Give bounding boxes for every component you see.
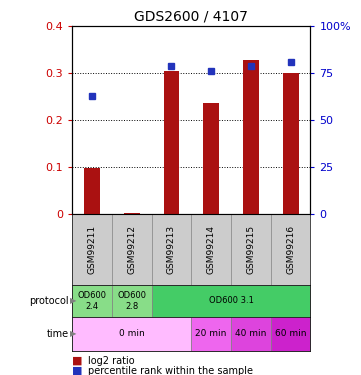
Bar [152, 285, 310, 317]
Text: ▶: ▶ [70, 296, 77, 305]
Bar [84, 168, 100, 214]
Text: GSM99214: GSM99214 [207, 225, 216, 274]
Text: protocol: protocol [29, 296, 69, 306]
Bar [271, 317, 310, 351]
Text: GSM99215: GSM99215 [247, 225, 255, 274]
Text: GSM99212: GSM99212 [127, 225, 136, 274]
Text: GSM99216: GSM99216 [286, 225, 295, 274]
Text: GSM99211: GSM99211 [88, 225, 96, 274]
Text: 60 min: 60 min [275, 329, 306, 338]
Text: OD600 3.1: OD600 3.1 [209, 296, 253, 305]
Text: ▶: ▶ [70, 329, 77, 338]
Text: OD600
2.8: OD600 2.8 [117, 291, 146, 310]
Bar [243, 60, 259, 214]
Text: 20 min: 20 min [196, 329, 227, 338]
Text: GSM99213: GSM99213 [167, 225, 176, 274]
Text: 0 min: 0 min [119, 329, 145, 338]
Bar [112, 285, 152, 317]
Text: time: time [47, 329, 69, 339]
Bar [164, 71, 179, 214]
Text: log2 ratio: log2 ratio [88, 356, 135, 366]
Bar [72, 317, 191, 351]
Bar [283, 73, 299, 214]
Text: ■: ■ [72, 366, 86, 375]
Text: OD600
2.4: OD600 2.4 [78, 291, 106, 310]
Text: percentile rank within the sample: percentile rank within the sample [88, 366, 253, 375]
Bar [191, 317, 231, 351]
Title: GDS2600 / 4107: GDS2600 / 4107 [134, 10, 248, 24]
Text: ■: ■ [72, 356, 86, 366]
Bar [124, 213, 140, 214]
Bar [231, 317, 271, 351]
Bar [72, 285, 112, 317]
Bar [203, 103, 219, 214]
Text: 40 min: 40 min [235, 329, 266, 338]
